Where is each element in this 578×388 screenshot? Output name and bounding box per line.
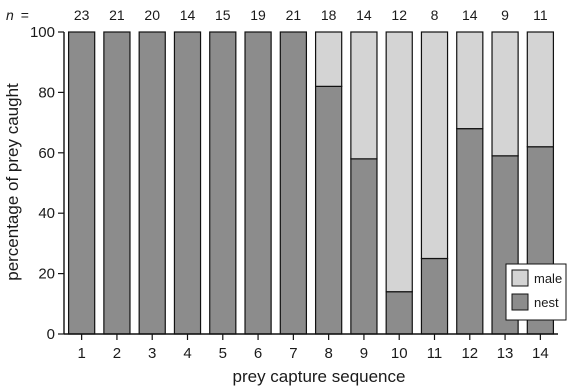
n-symbol: n [6, 7, 14, 23]
n-label-1: 23 [74, 7, 90, 23]
n-label-10: 12 [391, 7, 407, 23]
bar-nest-2 [103, 31, 131, 335]
y-tick-label-20: 20 [38, 266, 55, 283]
n-label-13: 9 [501, 7, 509, 23]
bar-nest-4 [173, 31, 202, 335]
y-tick-label-100: 100 [30, 24, 55, 41]
n-label-7: 21 [286, 7, 302, 23]
n-label-3: 20 [144, 7, 160, 23]
y-tick-label-80: 80 [38, 84, 55, 101]
x-tick-label-2: 2 [113, 345, 121, 362]
bar-male-8 [314, 31, 343, 87]
x-tick-label-13: 13 [497, 345, 514, 362]
bar-nest-8 [314, 85, 343, 335]
bars [67, 31, 555, 335]
y-tick-label-60: 60 [38, 145, 55, 162]
x-tick-label-1: 1 [77, 345, 85, 362]
bar-male-12 [456, 31, 484, 130]
n-label-5: 15 [215, 7, 231, 23]
n-label-11: 8 [431, 7, 439, 23]
legend-label-male: male [534, 271, 562, 286]
bar-nest-3 [138, 31, 166, 335]
bar-nest-10 [385, 291, 413, 335]
legend: male nest [505, 263, 567, 321]
bar-nest-1 [67, 31, 96, 335]
axes [63, 32, 558, 335]
x-axis-title: prey capture sequence [233, 367, 406, 386]
n-label-2: 21 [109, 7, 125, 23]
x-tick-label-8: 8 [324, 345, 332, 362]
bar-male-14 [526, 31, 555, 148]
n-equals: = [21, 7, 29, 23]
bar-male-9 [350, 31, 378, 160]
legend-label-nest: nest [534, 295, 559, 310]
n-prefix: n = [6, 7, 29, 23]
legend-swatch-male [511, 269, 529, 287]
bar-nest-11 [420, 257, 449, 335]
x-tick-label-3: 3 [148, 345, 156, 362]
x-tick-label-4: 4 [183, 345, 191, 362]
n-label-12: 14 [462, 7, 478, 23]
y-tick-label-0: 0 [47, 326, 55, 343]
x-tick-label-5: 5 [219, 345, 227, 362]
bar-male-10 [385, 31, 413, 293]
y-axis-title: percentage of prey caught [3, 83, 22, 281]
bar-nest-5 [209, 31, 237, 335]
bar-nest-13 [491, 155, 519, 335]
n-label-8: 18 [321, 7, 337, 23]
sample-size-row: n = 23 21 20 14 15 19 21 18 14 12 8 14 9 11 [6, 7, 548, 23]
bar-male-13 [491, 31, 519, 157]
x-tick-label-7: 7 [289, 345, 297, 362]
n-label-9: 14 [356, 7, 372, 23]
n-label-14: 11 [533, 7, 548, 23]
bar-male-11 [420, 31, 449, 260]
x-tick-label-14: 14 [532, 345, 549, 362]
y-axis-ticks: 0 20 40 60 80 100 [30, 24, 64, 343]
y-tick-label-40: 40 [38, 205, 55, 222]
legend-swatch-nest [511, 293, 529, 311]
bar-nest-6 [244, 31, 272, 335]
x-tick-label-11: 11 [427, 345, 443, 362]
x-tick-label-6: 6 [254, 345, 262, 362]
bar-nest-7 [279, 31, 308, 335]
bar-nest-12 [456, 128, 484, 335]
x-axis-ticks: 1 2 3 4 5 6 7 8 9 10 11 12 13 14 [77, 334, 549, 362]
bar-nest-9 [350, 158, 378, 335]
n-label-6: 19 [250, 7, 266, 23]
x-tick-label-9: 9 [360, 345, 368, 362]
x-tick-label-10: 10 [391, 345, 408, 362]
x-tick-label-12: 12 [461, 345, 478, 362]
n-label-4: 14 [180, 7, 196, 23]
